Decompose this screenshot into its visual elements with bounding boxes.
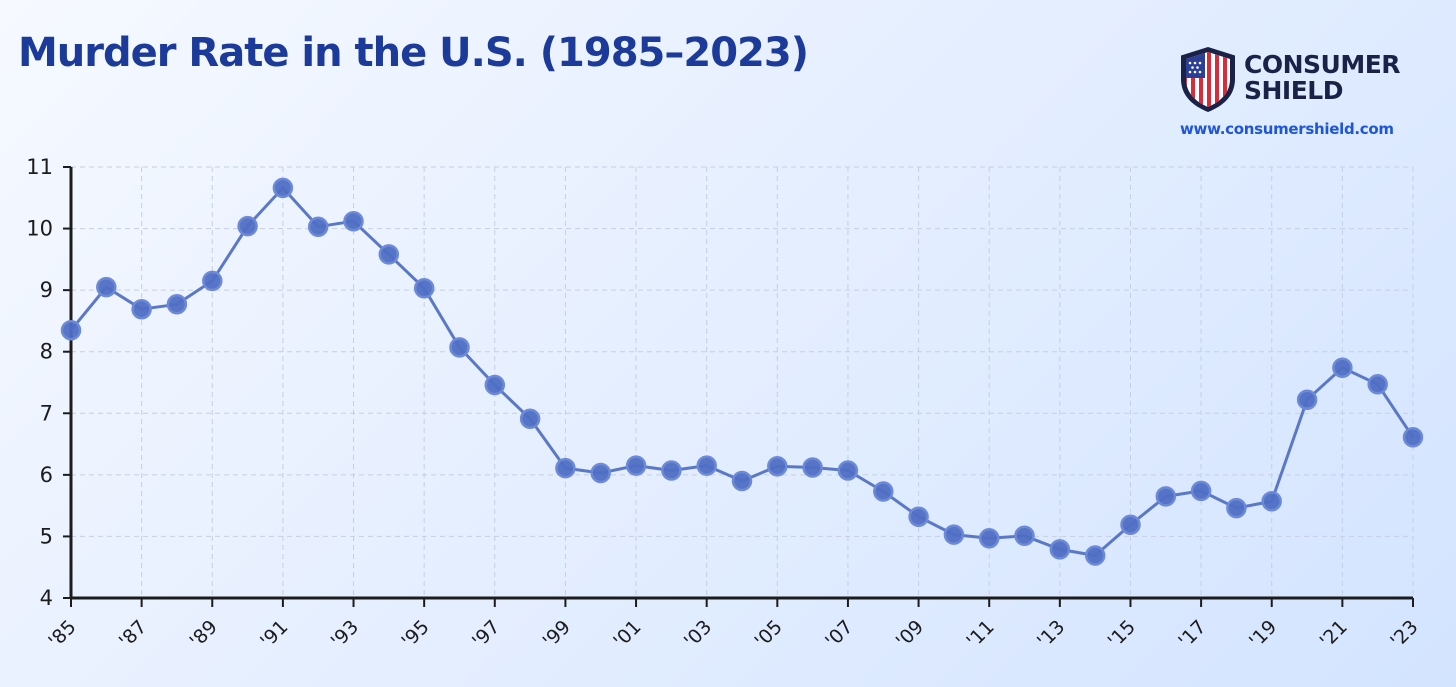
brand-logo[interactable]: CONSUMER SHIELD www.consumershield.com <box>1180 46 1440 146</box>
data-point <box>555 457 576 479</box>
x-tick-label: '85 <box>44 616 80 652</box>
data-point <box>307 216 329 237</box>
y-tick-label: 11 <box>26 155 53 179</box>
data-point <box>1402 427 1424 448</box>
x-tick-label: '19 <box>1245 616 1281 652</box>
chart-title: Murder Rate in the U.S. (1985–2023) <box>18 30 809 76</box>
data-point <box>1296 389 1318 410</box>
data-point <box>202 270 223 292</box>
x-tick-label: '21 <box>1316 616 1352 652</box>
brand-name-line2: SHIELD <box>1244 76 1344 105</box>
x-tick-label: '89 <box>185 616 221 652</box>
series-line <box>69 186 1415 557</box>
data-point <box>873 481 894 502</box>
data-point <box>1155 486 1177 507</box>
x-tick-label: '99 <box>539 616 575 652</box>
data-point <box>343 210 364 232</box>
x-tick-label: '91 <box>256 616 292 652</box>
data-point <box>1084 545 1106 566</box>
data-point <box>449 337 470 358</box>
brand-name-line1: CONSUMER <box>1244 50 1401 79</box>
data-point <box>413 278 435 299</box>
data-point <box>484 374 506 396</box>
data-point <box>978 528 1000 549</box>
brand-name: CONSUMER SHIELD <box>1244 50 1401 105</box>
data-point <box>1190 480 1212 502</box>
x-tick-label: '15 <box>1104 616 1140 652</box>
data-point <box>802 457 823 478</box>
axes: 4 5 6 7 8 9 10 11 '85 '87 '89 '91 '93 '95 '97 '99 '01 '03… <box>26 155 1422 652</box>
series-murder-rate <box>60 177 1424 566</box>
x-tick-label: '05 <box>751 616 787 652</box>
data-point <box>166 294 188 315</box>
data-point <box>1226 497 1247 519</box>
data-point <box>1261 491 1282 512</box>
data-point <box>96 276 117 298</box>
y-tick-label: 5 <box>40 524 53 548</box>
data-point <box>696 455 717 476</box>
data-point <box>1332 357 1353 378</box>
y-tick-label: 6 <box>40 463 53 487</box>
data-point <box>731 470 753 492</box>
data-point <box>1049 539 1071 560</box>
y-tick-label: 10 <box>26 217 53 241</box>
data-point <box>1120 514 1141 535</box>
data-point <box>519 408 541 430</box>
data-point <box>837 460 859 481</box>
x-tick-label: '97 <box>468 616 504 652</box>
y-tick-label: 9 <box>40 278 53 302</box>
grid <box>71 166 1414 598</box>
us-flag-shield-icon <box>1181 47 1235 112</box>
data-point <box>625 455 647 476</box>
data-point <box>943 524 965 545</box>
x-tick-label: '13 <box>1033 616 1069 652</box>
x-tick-label: '17 <box>1174 616 1210 652</box>
data-point <box>1367 374 1388 395</box>
x-tick-label: '87 <box>115 616 151 652</box>
data-point <box>378 244 400 265</box>
data-point <box>590 462 611 484</box>
x-tick-label: '07 <box>821 616 857 652</box>
x-tick-label: '23 <box>1386 616 1422 652</box>
x-tick-label: '95 <box>397 616 433 652</box>
data-point <box>661 460 682 481</box>
x-tick-label: '11 <box>962 616 998 652</box>
data-point <box>908 506 929 527</box>
x-tick-label: '03 <box>680 616 716 652</box>
data-point <box>1014 525 1035 547</box>
data-point <box>60 319 82 341</box>
x-tick-label: '93 <box>327 616 363 652</box>
brand-url-link[interactable]: www.consumershield.com <box>1180 120 1394 138</box>
y-tick-label: 7 <box>40 401 53 425</box>
x-tick-label: '09 <box>892 616 928 652</box>
data-point <box>131 298 152 320</box>
x-tick-label: '01 <box>609 616 645 652</box>
data-point <box>272 177 294 199</box>
data-point <box>237 215 258 237</box>
y-tick-label: 8 <box>40 340 53 364</box>
y-tick-label: 4 <box>40 586 53 610</box>
data-point <box>767 455 788 477</box>
